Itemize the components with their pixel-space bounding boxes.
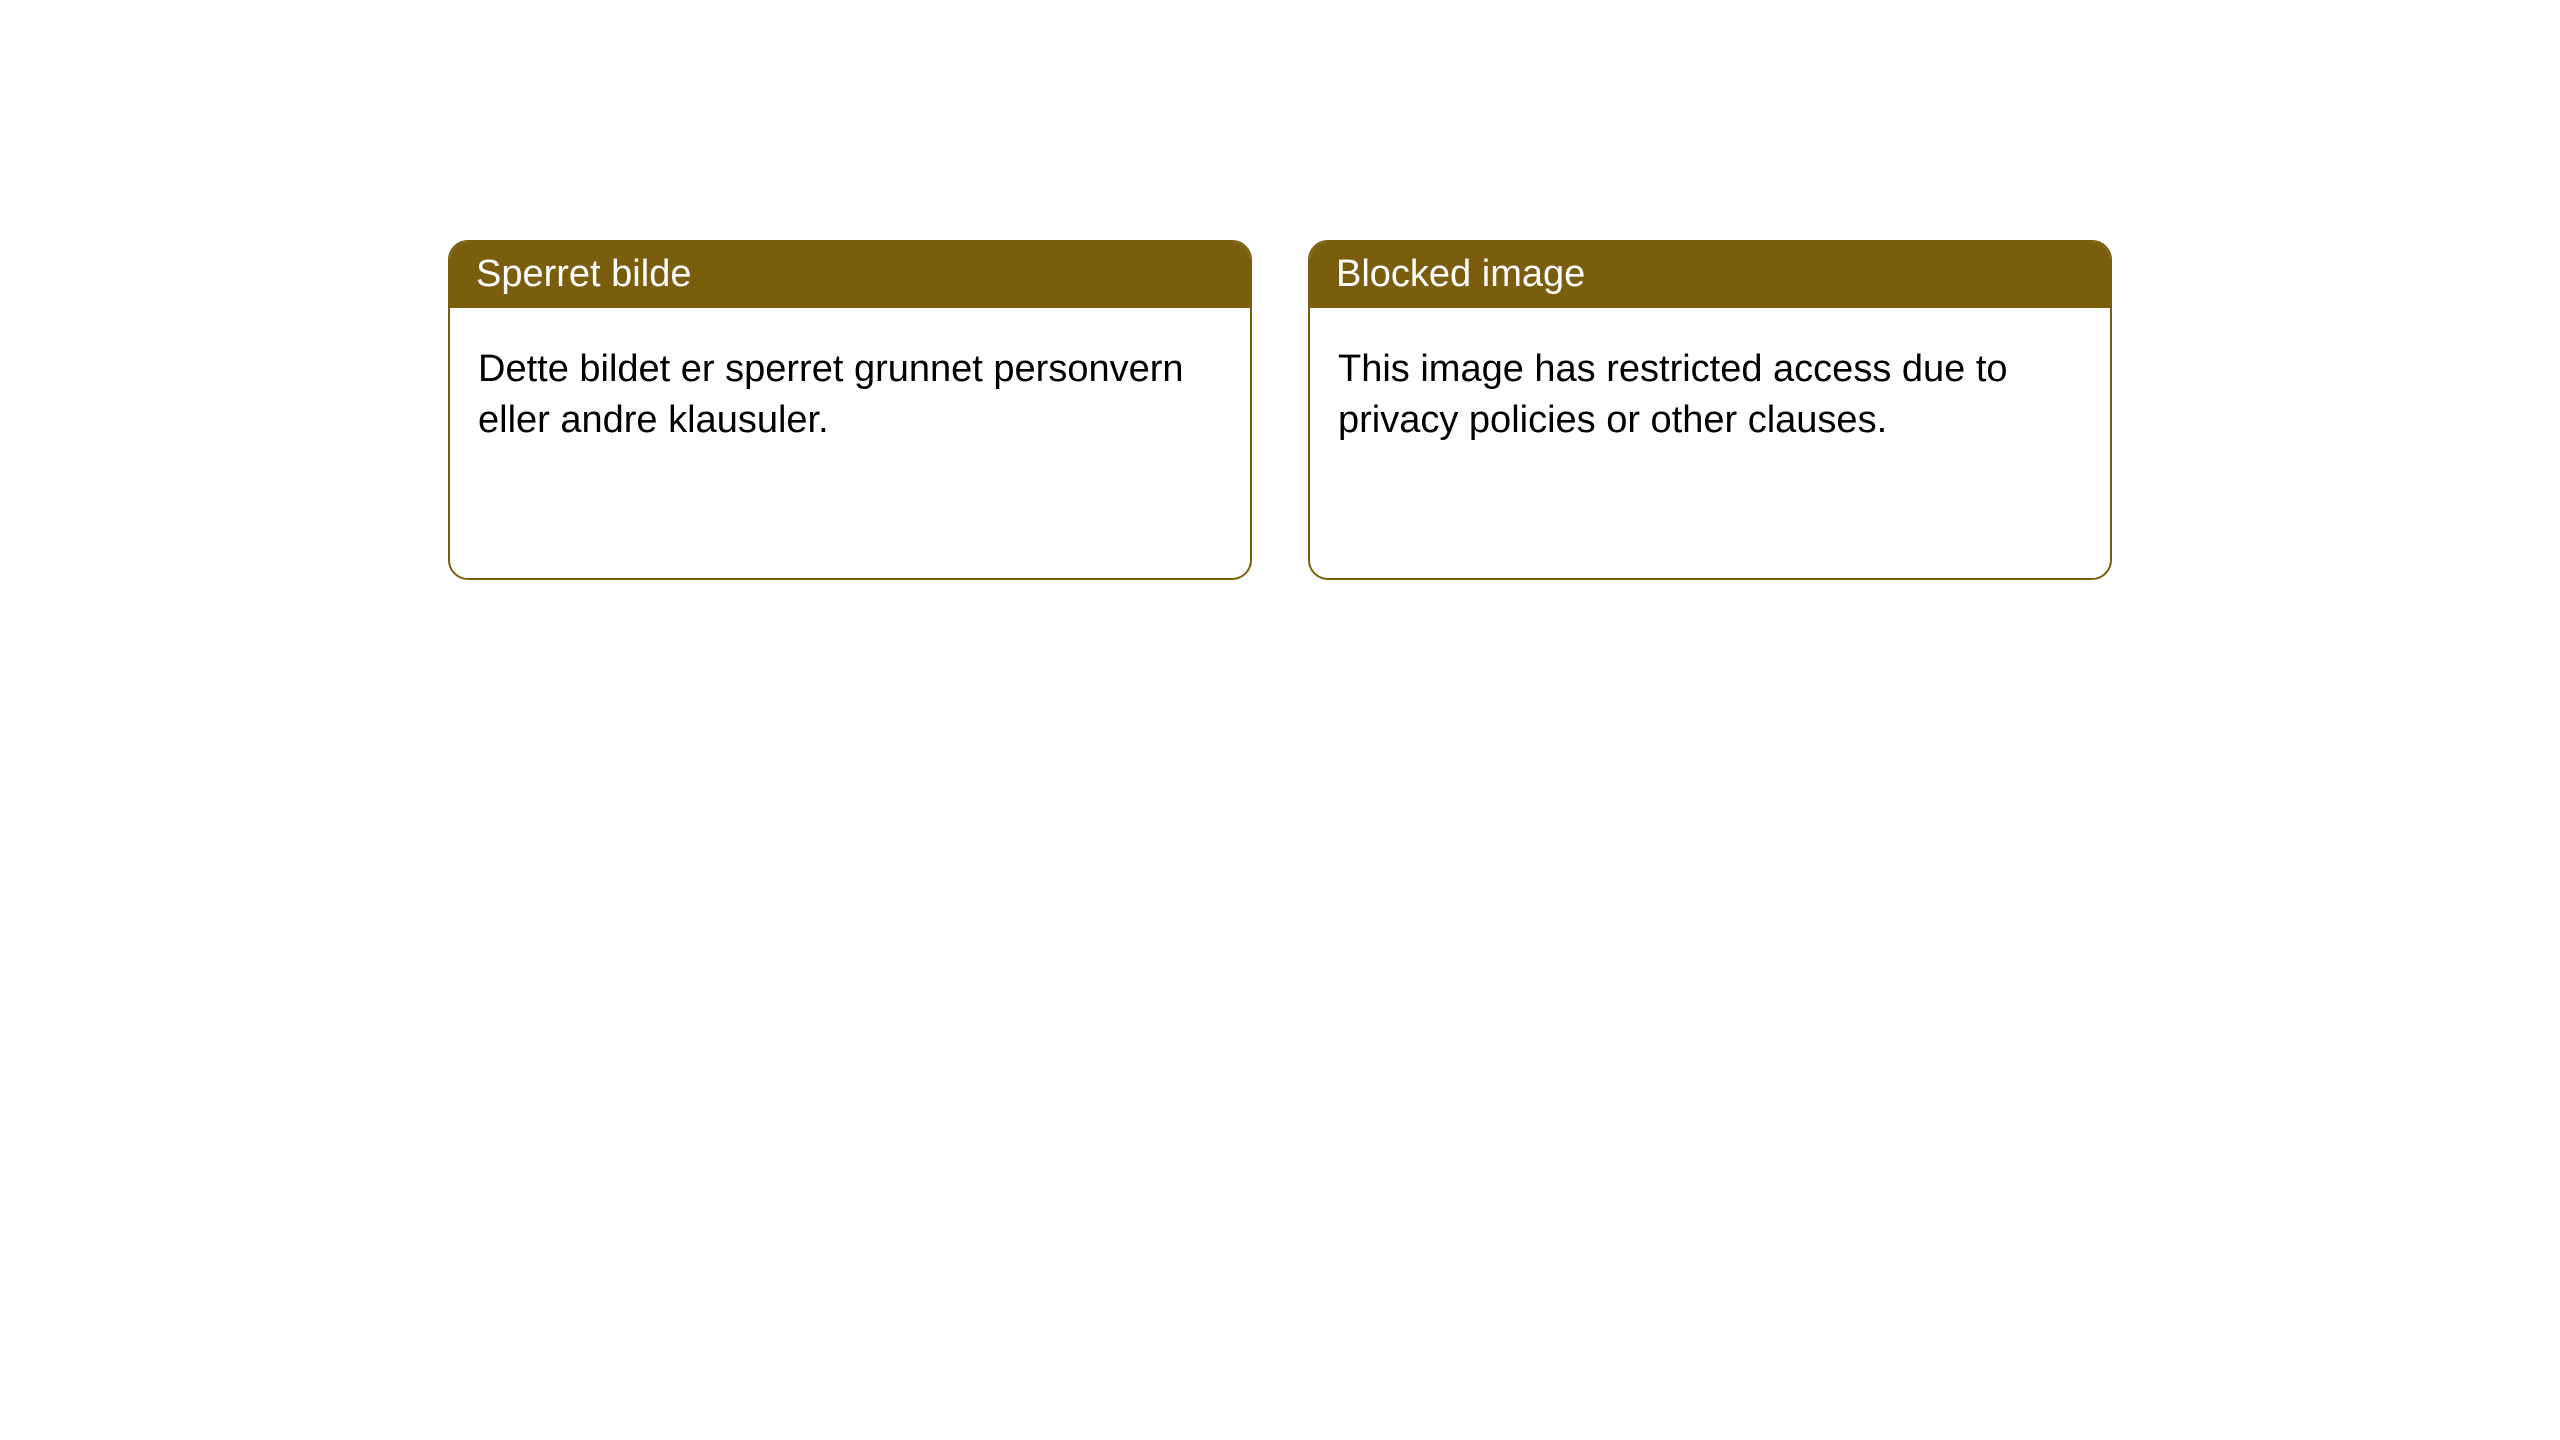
notice-container: Sperret bilde Dette bildet er sperret gr… xyxy=(0,0,2560,580)
notice-body-norwegian: Dette bildet er sperret grunnet personve… xyxy=(450,308,1250,483)
notice-title-english: Blocked image xyxy=(1310,242,2110,308)
notice-card-english: Blocked image This image has restricted … xyxy=(1308,240,2112,580)
notice-title-norwegian: Sperret bilde xyxy=(450,242,1250,308)
notice-card-norwegian: Sperret bilde Dette bildet er sperret gr… xyxy=(448,240,1252,580)
notice-body-english: This image has restricted access due to … xyxy=(1310,308,2110,483)
